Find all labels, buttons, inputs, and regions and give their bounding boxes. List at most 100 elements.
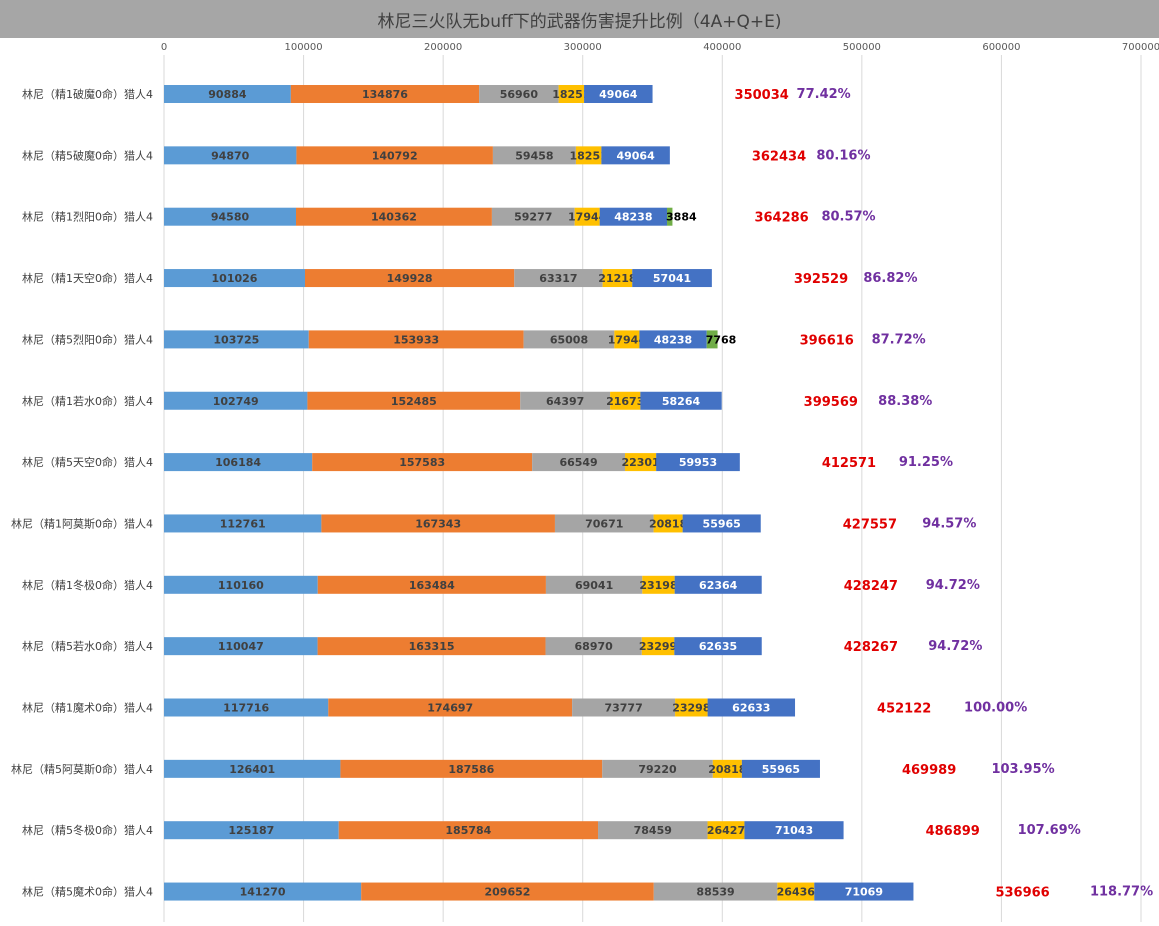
data-label-s1: 126401	[229, 763, 275, 776]
bar-segment-s2	[317, 575, 546, 594]
data-label-s4: 20818	[649, 517, 687, 530]
x-tick-label: 200000	[424, 42, 462, 53]
data-label-s1: 117716	[223, 702, 269, 715]
category-label: 林尼（精5魔术0命）猎人4	[22, 885, 153, 899]
data-label-s2: 152485	[391, 395, 437, 408]
x-tick-label: 400000	[703, 42, 741, 53]
data-label-s3: 70671	[585, 517, 623, 530]
data-label-s3: 59458	[515, 149, 553, 162]
category-label: 林尼（精1若水0命）猎人4	[22, 394, 153, 408]
data-label-s4: 17944	[568, 211, 607, 224]
percentage-label: 94.57%	[922, 516, 976, 531]
bar-segment-s4	[641, 637, 675, 656]
total-label: 536966	[995, 886, 1049, 901]
bar-segment-s2	[308, 330, 524, 349]
bar-segment-s2	[317, 637, 546, 656]
bar-segment-s5	[632, 269, 712, 288]
bar-segment-s6	[667, 207, 673, 226]
category-label: 林尼（精5冬极0命）猎人4	[22, 823, 153, 837]
data-label-s2: 157583	[399, 456, 445, 469]
data-label-s3: 64397	[546, 395, 584, 408]
category-label: 林尼（精1破魔0命）猎人4	[22, 87, 153, 101]
data-label-s3: 79220	[638, 763, 677, 776]
data-label-s1: 141270	[240, 886, 286, 899]
data-label-s4: 20818	[708, 763, 746, 776]
bar-segment-s4	[602, 269, 633, 288]
percentage-label: 107.69%	[1018, 823, 1081, 838]
bar-segment-s3	[545, 575, 643, 594]
bar-segment-s1	[164, 637, 318, 656]
bar-segment-s1	[164, 146, 297, 165]
data-label-s3: 68970	[575, 640, 614, 653]
total-label: 399569	[804, 395, 858, 410]
data-label-s5: 49064	[616, 149, 655, 162]
x-tick-label: 500000	[843, 42, 881, 53]
percentage-label: 118.77%	[1090, 885, 1153, 900]
chart-title-bar: 林尼三火队无buff下的武器伤害提升比例（4A+Q+E)	[0, 0, 1159, 38]
data-label-s6: 3884	[666, 211, 697, 224]
category-label: 林尼（精5阿莫斯0命）猎人4	[11, 762, 153, 776]
percentage-label: 94.72%	[926, 578, 980, 593]
bar-segment-s2	[328, 698, 573, 717]
total-label: 350034	[735, 88, 789, 103]
total-label: 486899	[926, 824, 980, 839]
data-label-s3: 78459	[634, 824, 672, 837]
chart-title: 林尼三火队无buff下的武器伤害提升比例（4A+Q+E)	[377, 11, 782, 32]
percentage-label: 87.72%	[872, 332, 926, 347]
data-label-s4: 22301	[621, 456, 659, 469]
percentage-label: 77.42%	[797, 87, 851, 102]
bar-segment-s5	[814, 882, 914, 901]
data-label-s5: 71069	[845, 886, 883, 899]
data-label-s1: 106184	[215, 456, 261, 469]
total-label: 392529	[794, 272, 848, 287]
bar-segment-s4	[610, 391, 641, 410]
bar-segment-s3	[545, 637, 642, 656]
bar-segment-s3	[598, 821, 708, 840]
data-label-s1: 101026	[212, 272, 258, 285]
percentage-label: 80.57%	[821, 210, 875, 225]
data-label-s5: 48238	[654, 333, 692, 346]
bar-segment-s5	[599, 207, 668, 226]
data-label-s1: 125187	[228, 824, 274, 837]
bar-segment-s1	[164, 759, 341, 778]
data-label-s1: 90884	[208, 88, 247, 101]
bar-segment-s3	[492, 146, 576, 165]
data-label-s4: 17944	[608, 333, 647, 346]
percentage-label: 86.82%	[863, 271, 917, 286]
bar-segment-s3	[653, 882, 778, 901]
data-label-s3: 56960	[500, 88, 539, 101]
bar-segment-s1	[164, 207, 297, 226]
bar-segment-s4	[712, 759, 742, 778]
data-label-s2: 209652	[485, 886, 531, 899]
data-label-s5: 57041	[653, 272, 691, 285]
bar-segment-s1	[164, 269, 306, 288]
data-label-s1: 94580	[211, 211, 250, 224]
data-label-s5: 62633	[732, 702, 770, 715]
data-label-s6: 7768	[706, 333, 737, 346]
percentage-label: 103.95%	[991, 762, 1054, 777]
data-label-s1: 94870	[211, 149, 250, 162]
bar-segment-s3	[602, 759, 713, 778]
bar-segment-s4	[675, 698, 708, 717]
data-label-s4: 21673	[606, 395, 644, 408]
total-label: 396616	[800, 333, 854, 348]
bar-segment-s2	[361, 882, 654, 901]
total-label: 412571	[822, 456, 876, 471]
bar-segment-s5	[707, 698, 796, 717]
data-label-s5: 71043	[775, 824, 813, 837]
data-label-s5: 58264	[662, 395, 701, 408]
bar-segment-s5	[656, 453, 740, 472]
data-label-s5: 55965	[762, 763, 800, 776]
bar-segment-s5	[674, 575, 762, 594]
data-label-s3: 88539	[696, 886, 734, 899]
data-label-s5: 48238	[614, 211, 652, 224]
data-label-s2: 185784	[445, 824, 491, 837]
bar-segment-s1	[164, 85, 291, 103]
category-label: 林尼（精5破魔0命）猎人4	[22, 148, 153, 162]
data-label-s2: 134876	[362, 88, 408, 101]
x-tick-label: 300000	[564, 42, 602, 53]
category-label: 林尼（精1天空0命）猎人4	[22, 271, 153, 285]
x-tick-label: 100000	[284, 42, 322, 53]
data-label-s2: 153933	[393, 333, 439, 346]
bar-segment-s3	[554, 514, 654, 533]
